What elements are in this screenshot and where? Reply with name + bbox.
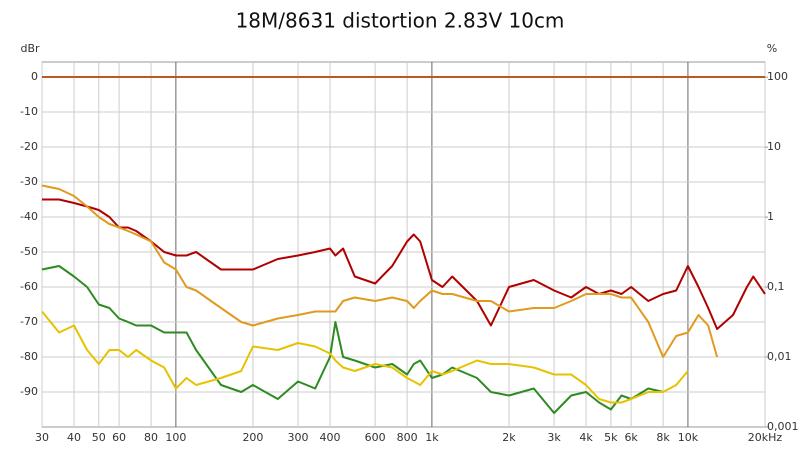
chart-title: 18M/8631 distortion 2.83V 10cm <box>236 9 565 33</box>
series-line <box>41 310 689 404</box>
x-tick-label: 4k <box>579 431 593 444</box>
x-tick-label: 1k <box>425 431 439 444</box>
y2-tick-label: 0,01 <box>767 350 792 363</box>
x-tick-label: 6k <box>624 431 638 444</box>
y2-tick-label: 0,1 <box>767 280 785 293</box>
x-tick-label: 50 <box>92 431 106 444</box>
y-tick-label: -60 <box>20 280 38 293</box>
x-tick-label: 8k <box>656 431 670 444</box>
series-line <box>41 265 664 414</box>
y-tick-label: -50 <box>20 245 38 258</box>
series-line <box>41 184 719 358</box>
y-tick-label: -90 <box>20 385 38 398</box>
x-tick-label: 5k <box>604 431 618 444</box>
x-tick-label: 200 <box>242 431 263 444</box>
x-tick-label: 400 <box>320 431 341 444</box>
x-tick-label: 20kHz <box>748 431 783 444</box>
y-tick-label: -10 <box>20 105 38 118</box>
y2-tick-label: 100 <box>767 70 788 83</box>
x-tick-label: 80 <box>144 431 158 444</box>
y2-tick-label: 0,001 <box>767 420 799 433</box>
y-tick-label: -30 <box>20 175 38 188</box>
y2-axis-label: % <box>767 42 777 55</box>
x-tick-label: 40 <box>67 431 81 444</box>
y-tick-label: -20 <box>20 140 38 153</box>
x-tick-label: 300 <box>288 431 309 444</box>
y-axis-label: dBr <box>20 42 40 55</box>
x-tick-label: 100 <box>165 431 186 444</box>
y2-tick-label: 1 <box>767 210 774 223</box>
y-tick-label: 0 <box>31 70 38 83</box>
y-tick-label: -80 <box>20 350 38 363</box>
y-tick-label: -40 <box>20 210 38 223</box>
x-tick-label: 30 <box>35 431 49 444</box>
x-tick-label: 2k <box>502 431 516 444</box>
x-tick-label: 10k <box>678 431 699 444</box>
x-tick-label: 800 <box>397 431 418 444</box>
x-tick-label: 3k <box>547 431 561 444</box>
y-tick-label: -70 <box>20 315 38 328</box>
x-tick-label: 60 <box>112 431 126 444</box>
x-tick-label: 600 <box>365 431 386 444</box>
y2-tick-label: 10 <box>767 140 781 153</box>
